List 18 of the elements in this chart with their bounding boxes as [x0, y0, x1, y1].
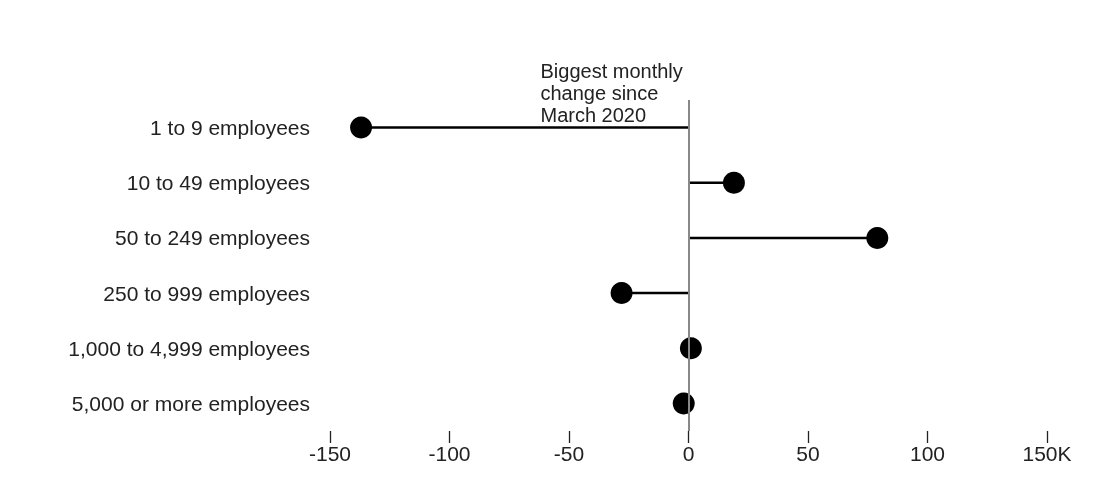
- x-tick-label: -50: [553, 442, 585, 465]
- point: [722, 171, 745, 194]
- point: [866, 226, 889, 249]
- x-tick-label: -150: [308, 442, 352, 465]
- y-tick-label: 50 to 249 employees: [115, 226, 310, 250]
- x-tick-label: 150K: [1022, 442, 1072, 465]
- y-tick-label: 5,000 or more employees: [71, 391, 310, 415]
- y-tick-label: 1,000 to 4,999 employees: [68, 336, 310, 360]
- ref-line-label: Biggest monthly change since March 2020: [540, 60, 689, 126]
- point: [350, 116, 373, 139]
- x-tick-label: 0: [682, 442, 695, 465]
- x-tick-label: -100: [428, 442, 471, 465]
- x-tick-label: 50: [796, 442, 820, 465]
- x-tick-label: 100: [909, 442, 946, 465]
- y-tick-label: 250 to 999 employees: [103, 281, 310, 305]
- y-tick-label: 10 to 49 employees: [126, 171, 310, 195]
- point: [610, 282, 633, 305]
- y-tick-label: 1 to 9 employees: [150, 116, 310, 140]
